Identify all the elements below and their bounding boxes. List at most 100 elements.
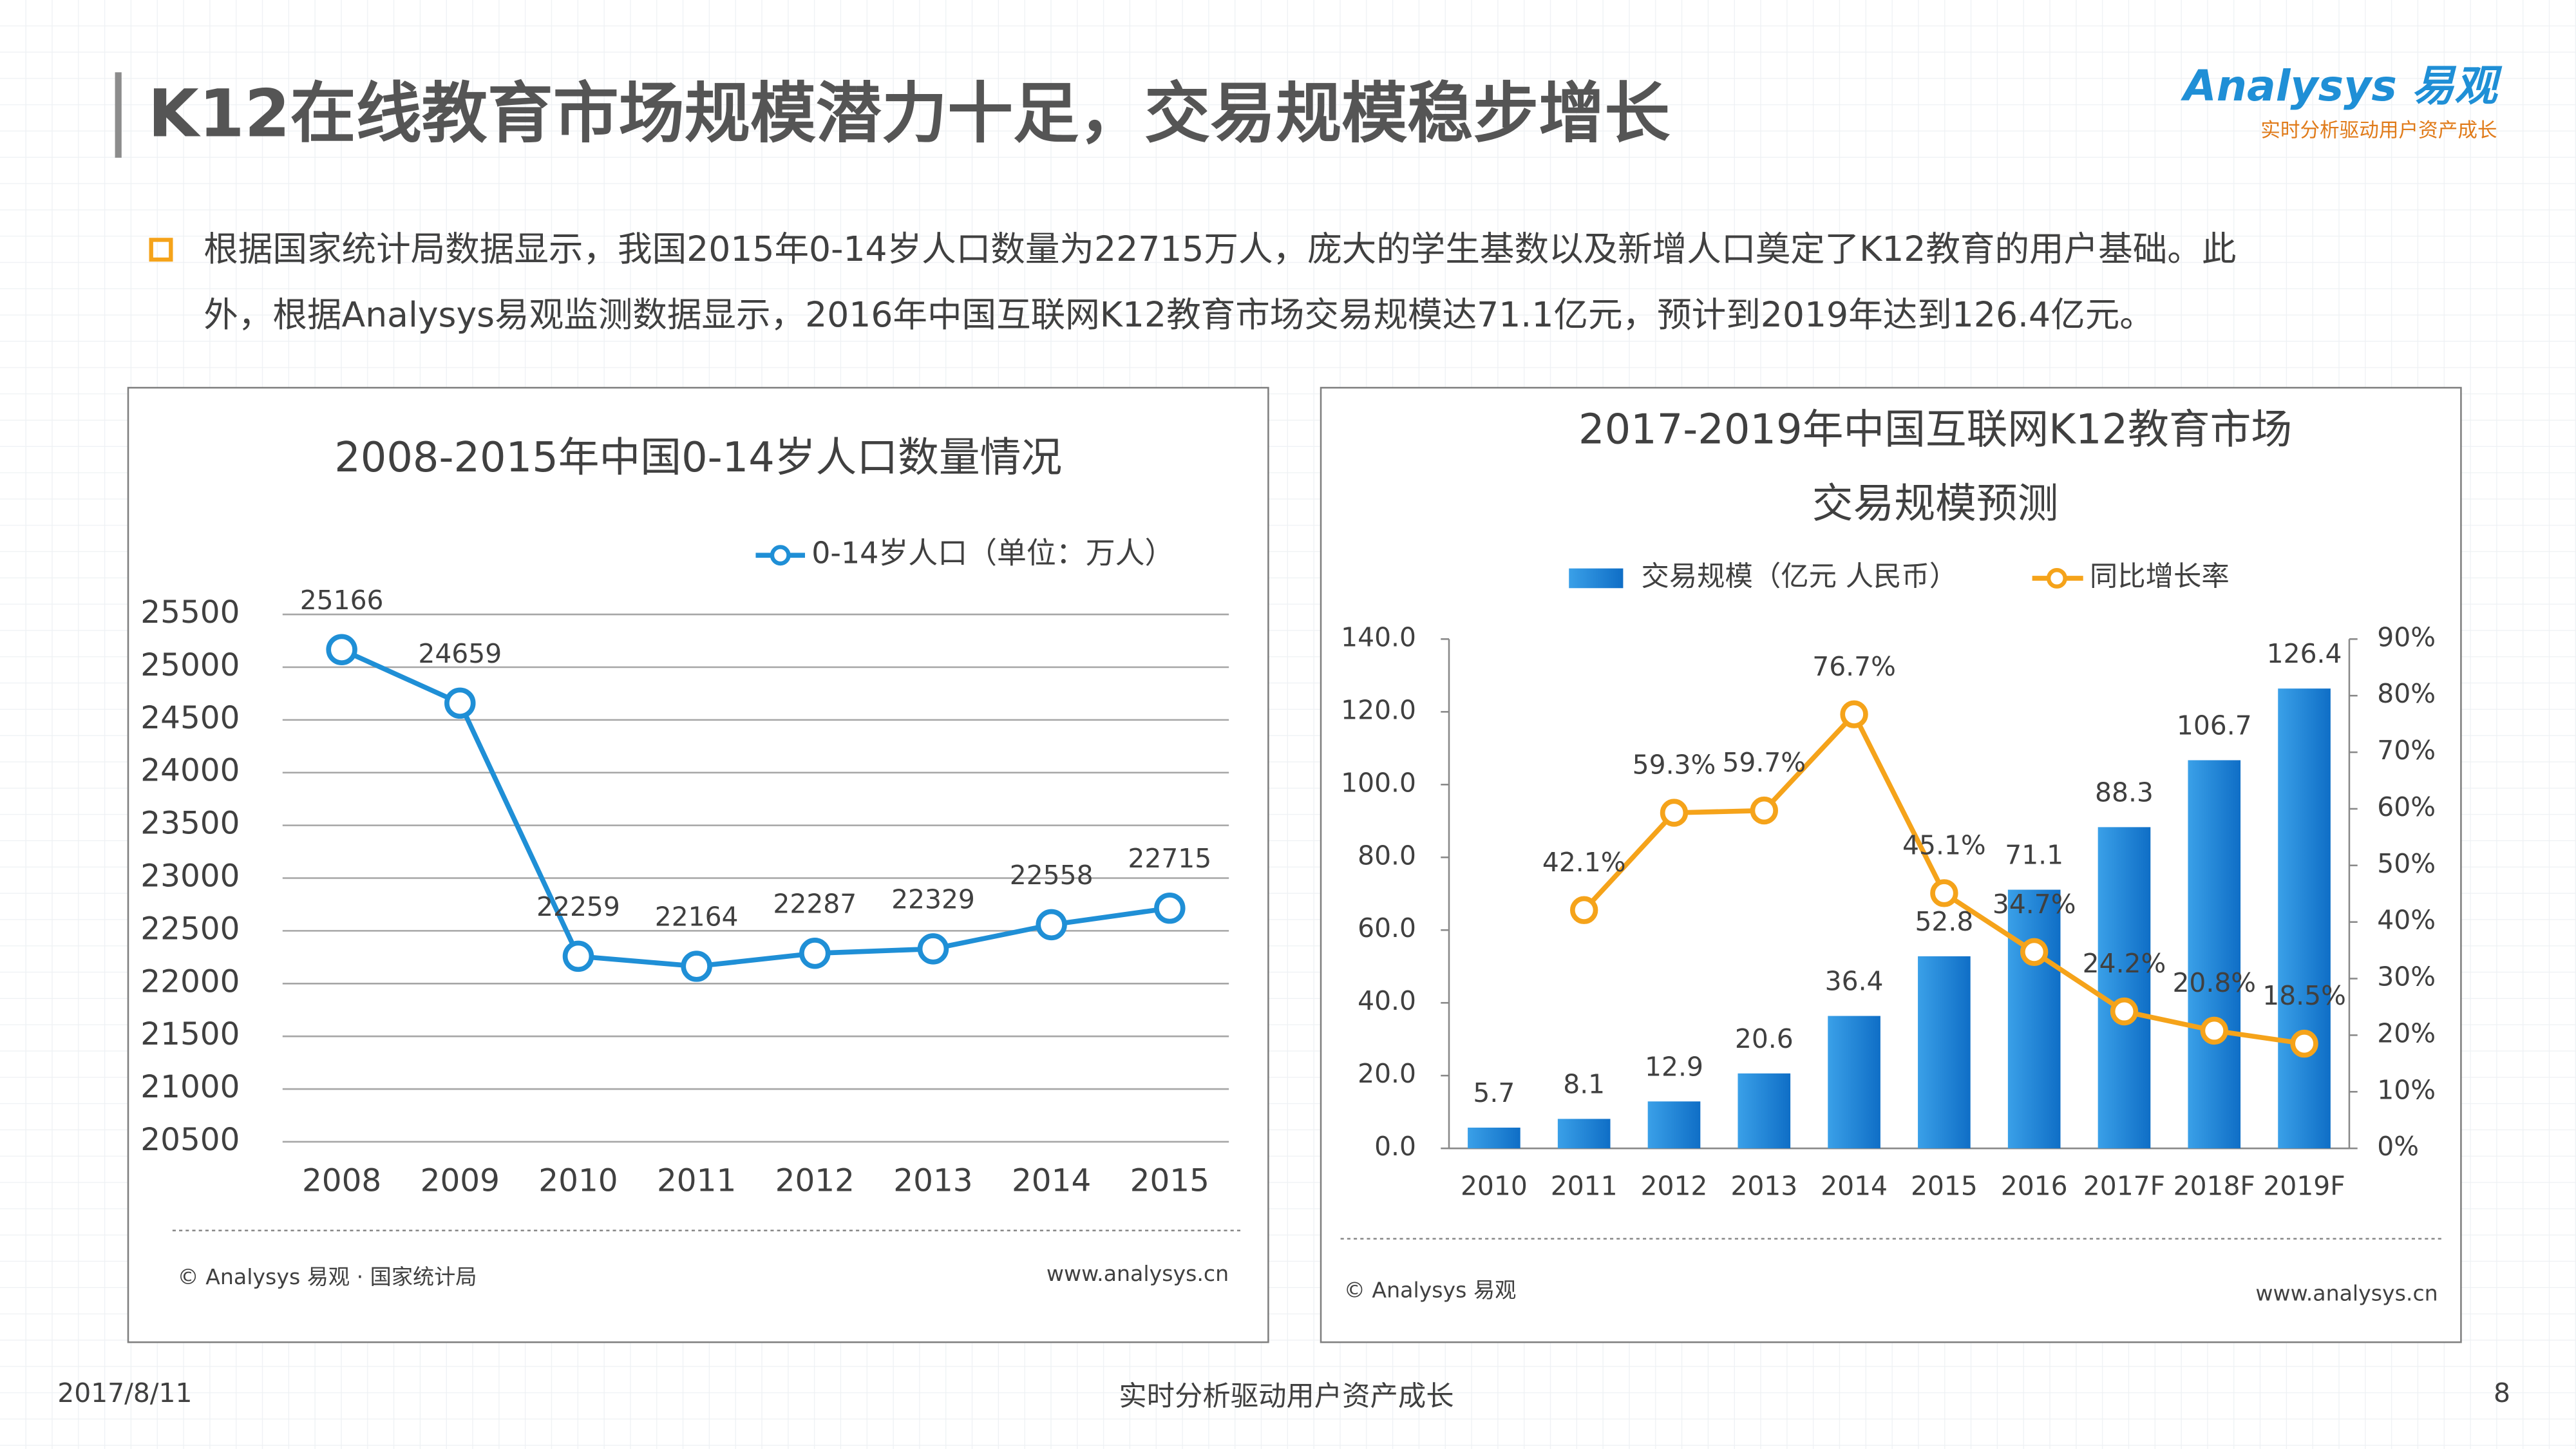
y-tick-label: 21000 [140, 1069, 240, 1105]
legend-swatch [1569, 568, 1624, 589]
x-tick-label: 2017F [2083, 1170, 2165, 1201]
y2-tick-label: 30% [2377, 961, 2436, 992]
legend-swatch [2046, 568, 2067, 589]
x-tick-label: 2012 [1641, 1170, 1708, 1201]
x-tick-label: 2011 [1551, 1170, 1618, 1201]
y2-tick-label: 10% [2377, 1074, 2436, 1105]
y2-tick-label: 80% [2377, 678, 2436, 709]
data-label: 45.1% [1902, 829, 1986, 860]
x-tick-label: 2018F [2174, 1170, 2255, 1201]
x-tick-label: 2019F [2263, 1170, 2345, 1201]
y-tick-label: 25500 [140, 594, 240, 630]
data-point [2110, 997, 2139, 1026]
x-tick-label: 2009 [421, 1163, 500, 1199]
y-tick-label: 21500 [140, 1016, 240, 1052]
x-tick-label: 2016 [2001, 1170, 2068, 1201]
data-label: 18.5% [2262, 980, 2346, 1011]
bar [1828, 1016, 1880, 1149]
header-title: K12在线教育市场规模潜力十足，交易规模稳步增长 [148, 76, 1671, 153]
y-tick-label: 20500 [140, 1122, 240, 1158]
chart-frame [1320, 386, 2462, 1343]
chart-title: 2008-2015年中国0-14岁人口数量情况 [334, 434, 1062, 482]
y2-tick-label: 60% [2377, 791, 2436, 822]
data-point [1750, 796, 1778, 825]
data-label: 71.1 [2005, 840, 2063, 871]
data-point [1660, 799, 1689, 827]
data-label: 22164 [655, 901, 739, 932]
bar [1647, 1101, 1701, 1149]
y-tick-label: 22500 [140, 911, 240, 947]
x-tick-label: 2012 [775, 1163, 855, 1199]
data-label: 36.4 [1825, 966, 1884, 997]
chart-title: 交易规模预测 [1812, 480, 2059, 527]
header-bar [115, 72, 122, 158]
website: www.analysys.cn [2255, 1281, 2438, 1306]
x-tick-label: 2015 [1130, 1163, 1209, 1199]
data-point [1036, 909, 1067, 941]
data-point [799, 938, 831, 969]
data-label: 24.2% [2083, 948, 2166, 979]
y2-tick-label: 90% [2377, 621, 2436, 652]
bar [2278, 688, 2331, 1149]
data-label: 106.7 [2177, 710, 2252, 741]
data-label: 22259 [536, 891, 620, 922]
data-label: 126.4 [2267, 638, 2342, 669]
y2-tick-label: 40% [2377, 905, 2436, 936]
y2-tick-label: 50% [2377, 848, 2436, 879]
y-tick-label: 24500 [140, 700, 240, 736]
bullet-icon [149, 238, 173, 262]
bar [2098, 827, 2151, 1149]
y-tick-label: 25000 [140, 647, 240, 683]
data-label: 34.7% [1993, 889, 2076, 920]
bar [2007, 889, 2061, 1149]
data-label: 76.7% [1812, 651, 1896, 682]
source: © Analysys 易观 [1344, 1278, 1517, 1303]
x-tick-label: 2013 [1730, 1170, 1797, 1201]
y-tick-label: 22000 [140, 963, 240, 999]
y-tick-label: 40.0 [1358, 985, 1416, 1016]
chart-frame [127, 386, 1269, 1343]
y-tick-label: 0.0 [1374, 1131, 1416, 1162]
data-label: 20.6 [1735, 1023, 1794, 1054]
x-tick-label: 2015 [1911, 1170, 1978, 1201]
data-label: 8.1 [1563, 1068, 1605, 1099]
data-point [2020, 938, 2049, 966]
x-tick-label: 2010 [1461, 1170, 1528, 1201]
y-tick-label: 23500 [140, 806, 240, 842]
x-tick-label: 2010 [538, 1163, 618, 1199]
y-tick-label: 80.0 [1358, 840, 1416, 871]
data-label: 22558 [1010, 860, 1094, 891]
data-label: 52.8 [1915, 906, 1973, 937]
bullet-text: 外，根据Analysys易观监测数据显示，2016年中国互联网K12教育市场交易… [204, 294, 2154, 335]
chart-title: 2017-2019年中国互联网K12教育市场 [1578, 406, 2292, 453]
bullet-text: 根据国家统计局数据显示，我国2015年0-14岁人口数量为22715万人，庞大的… [204, 229, 2236, 269]
data-label: 12.9 [1645, 1051, 1703, 1082]
bar [1918, 956, 1971, 1149]
data-point [326, 634, 357, 666]
y2-tick-label: 0% [2377, 1131, 2419, 1162]
data-label: 59.7% [1722, 747, 1806, 778]
data-point [2200, 1016, 2228, 1045]
footer-date: 2017/8/11 [57, 1378, 192, 1408]
x-tick-label: 2011 [657, 1163, 736, 1199]
data-point [681, 951, 712, 982]
data-label: 22329 [891, 884, 975, 914]
data-label: 24659 [418, 638, 502, 669]
legend-label: 同比增长率 [2090, 560, 2230, 592]
data-label: 20.8% [2172, 967, 2256, 998]
bar [1738, 1073, 1791, 1149]
data-point [562, 940, 594, 972]
y2-tick-label: 20% [2377, 1018, 2436, 1048]
x-tick-label: 2014 [1012, 1163, 1091, 1199]
data-point [444, 687, 476, 719]
data-point [1154, 892, 1186, 924]
y-tick-label: 60.0 [1358, 913, 1416, 943]
data-point [1840, 700, 1868, 728]
data-label: 42.1% [1542, 847, 1626, 878]
website: www.analysys.cn [1046, 1261, 1229, 1286]
x-tick-label: 2008 [302, 1163, 381, 1199]
x-tick-label: 2014 [1821, 1170, 1888, 1201]
bar [2188, 760, 2241, 1149]
data-point [2290, 1029, 2318, 1058]
